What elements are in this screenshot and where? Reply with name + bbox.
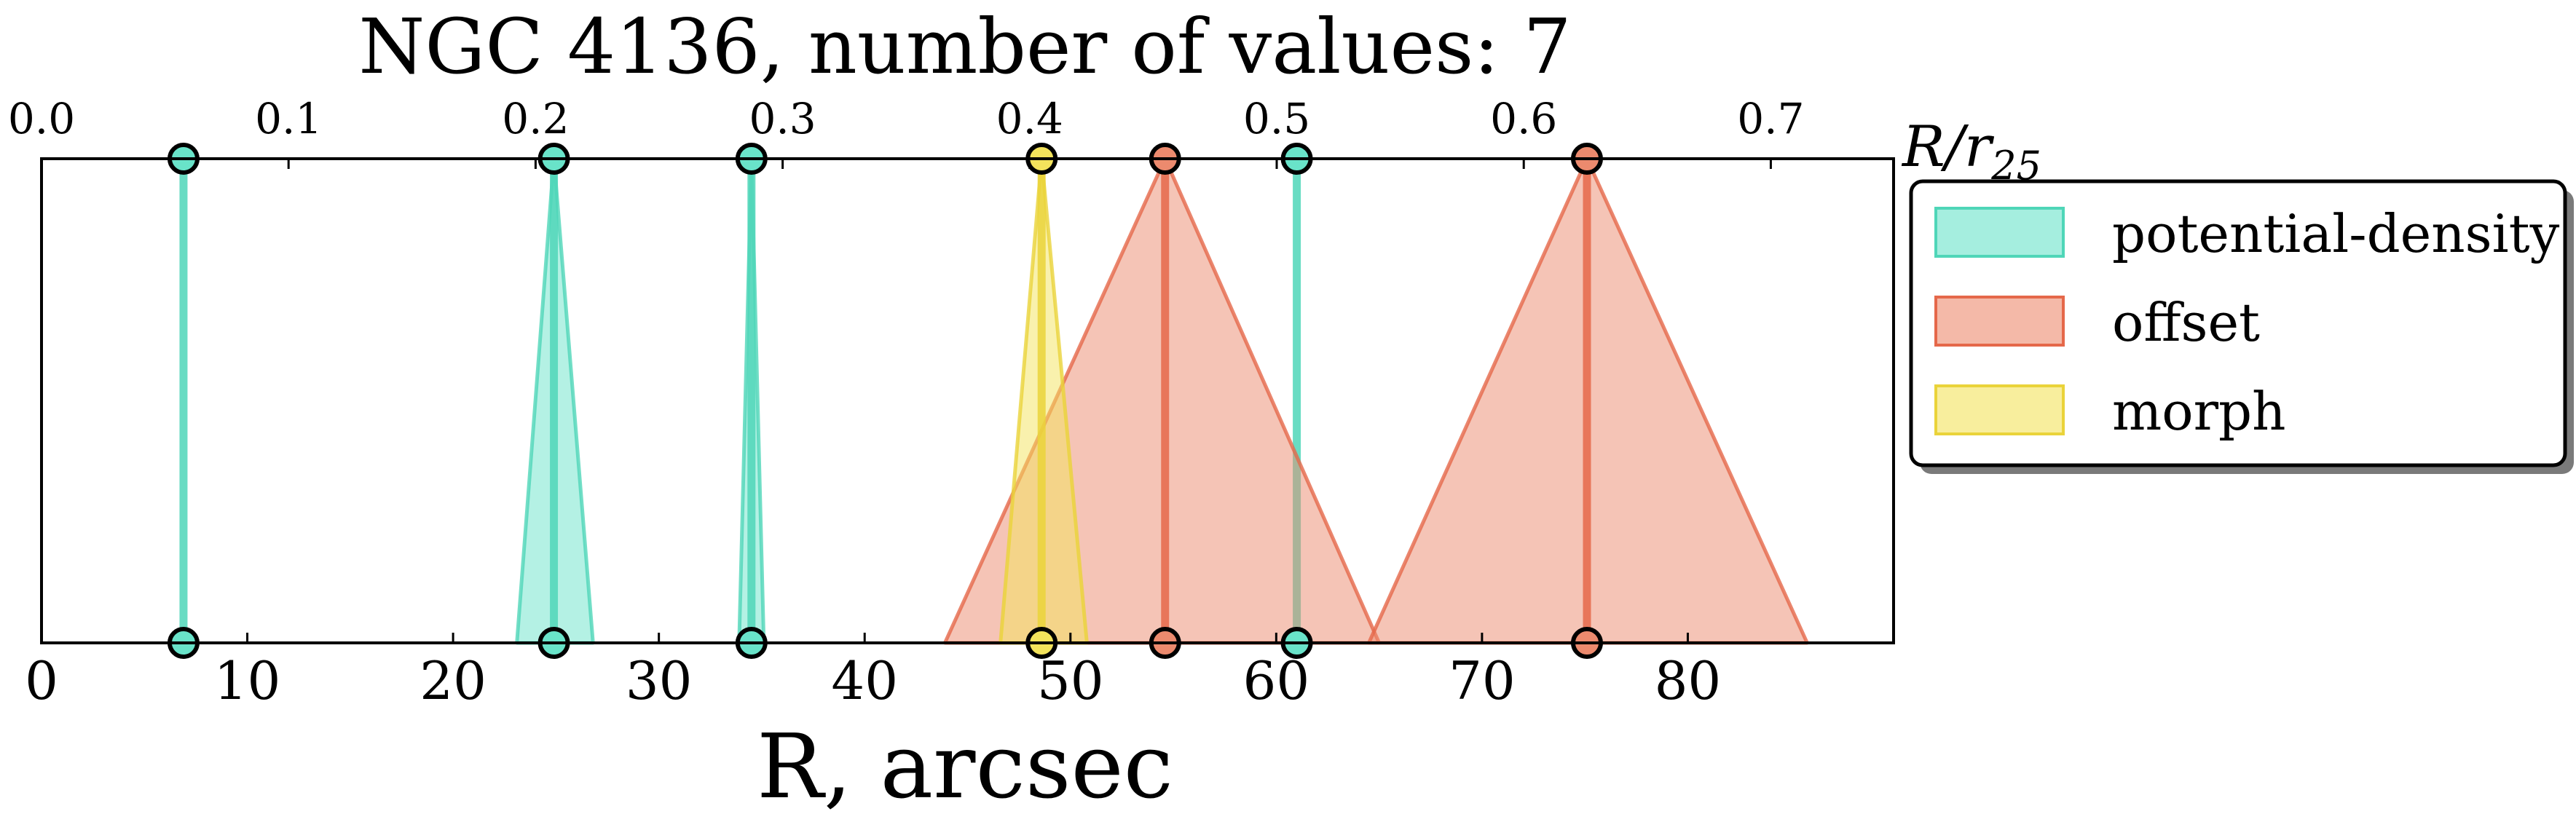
bottom-tick-label: 30	[626, 650, 693, 711]
top-tick-labels: 0.0 0.1 0.2 0.3 0.4 0.5 0.6 0.7	[8, 94, 1805, 169]
bottom-tick-label: 80	[1655, 650, 1722, 711]
legend-label: morph	[2112, 381, 2286, 442]
plot-frame	[40, 157, 1895, 644]
bottom-tick-label: 10	[214, 650, 281, 711]
top-tick-label: 0.5	[1243, 94, 1310, 143]
legend-swatch	[1934, 207, 2065, 258]
bottom-tick-label: 70	[1449, 650, 1516, 711]
legend: potential-density offset morph	[1909, 179, 2574, 474]
bottom-tick-label: 0	[25, 650, 58, 711]
bottom-tick-label: 20	[420, 650, 487, 711]
top-tick-label: 0.3	[749, 94, 816, 143]
top-axis-label-main: R/r	[1901, 114, 1995, 180]
bottom-tick-label: 40	[831, 650, 898, 711]
top-tick-label: 0.2	[502, 94, 569, 143]
x-axis-label: R, arcsec	[757, 715, 1173, 818]
bottom-ticks	[40, 633, 1689, 643]
legend-swatch	[1934, 384, 2065, 435]
chart-title: NGC 4136, number of values: 7	[358, 2, 1571, 91]
legend-box	[1909, 179, 2567, 467]
legend-label: potential-density	[2112, 203, 2560, 264]
legend-swatch	[1934, 296, 2065, 347]
legend-items: potential-density offset morph	[1934, 203, 2560, 442]
top-tick-label: 0.0	[8, 94, 75, 143]
bottom-tick-label: 60	[1243, 650, 1310, 711]
top-tick-label: 0.1	[255, 94, 322, 143]
top-tick-label: 0.4	[996, 94, 1063, 143]
bottom-tick-label: 50	[1037, 650, 1104, 711]
legend-label: offset	[2112, 292, 2260, 353]
top-tick-label: 0.6	[1490, 94, 1557, 143]
plot-area	[167, 143, 1809, 659]
bottom-tick-labels: 0 10 20 30 40 50 60 70 80	[25, 650, 1721, 711]
top-axis-label: R/r25	[1901, 114, 2041, 189]
top-tick-label: 0.7	[1737, 94, 1804, 143]
